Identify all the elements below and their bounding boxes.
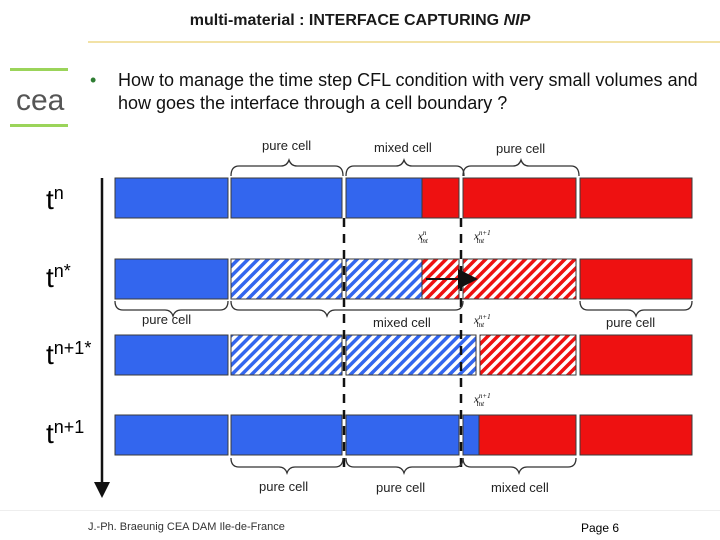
time-label-tn1star: tn+1* — [46, 338, 92, 370]
label-bot-pure-1: pure cell — [259, 479, 309, 494]
label-top-mixed: mixed cell — [374, 140, 432, 155]
x-int-n1-label-mid: xn+1int — [474, 313, 491, 329]
cell-4-tn1star — [479, 334, 577, 376]
cell-1-tn1 — [114, 414, 229, 456]
cell-3-blue-tnstar — [345, 258, 423, 300]
cell-3-tn1star — [345, 334, 477, 376]
cell-4-blue-tn1 — [462, 414, 480, 456]
row-tn1 — [114, 414, 693, 456]
page-title: multi-material : INTERFACE CAPTURING NIP — [189, 12, 531, 29]
label-top-pure-1: pure cell — [262, 138, 312, 153]
x-int-n1-label-bot: xn+1int — [474, 392, 491, 408]
footer-author: J.-Ph. Braeunig CEA DAM Ile-de-France — [88, 521, 285, 533]
time-label-tnstar: tn* — [46, 261, 71, 293]
cell-3-blue-tn — [345, 177, 423, 219]
time-label-tn1: tn+1 — [46, 417, 85, 449]
cell-5-tn1 — [579, 414, 693, 456]
label-bot-mixed: mixed cell — [491, 480, 549, 495]
page-number: Page 6 — [581, 521, 620, 535]
cell-3-red-tn — [421, 177, 460, 219]
cell-1-tnstar — [114, 258, 229, 300]
cell-2-tnstar — [230, 258, 343, 300]
cell-4-tnstar — [462, 258, 577, 300]
title-divider — [88, 41, 720, 43]
row-tn — [114, 177, 693, 219]
label-mid-mixed: mixed cell — [373, 315, 431, 330]
bullet-marker: • — [90, 70, 97, 90]
time-axis-arrowhead — [94, 482, 110, 498]
cell-1-tn — [114, 177, 229, 219]
label-bot-pure-2: pure cell — [376, 480, 426, 495]
cea-logo: cea — [10, 68, 68, 127]
x-int-n-label: xnint — [418, 229, 428, 245]
cell-4-tn — [462, 177, 577, 219]
cell-2-tn — [230, 177, 343, 219]
cell-5-tn1star — [579, 334, 693, 376]
time-label-tn: tn — [46, 183, 64, 215]
x-int-n1-label-top: xn+1int — [474, 229, 491, 245]
cell-2-tn1star — [230, 334, 343, 376]
label-mid-pure-1: pure cell — [142, 312, 192, 327]
bullet-text: How to manage the time step CFL conditio… — [118, 70, 698, 113]
brace-group-bottom — [230, 457, 577, 476]
cell-3-tn1 — [345, 414, 460, 456]
cell-1-tn1star — [114, 334, 229, 376]
cell-4-red-tn1 — [478, 414, 577, 456]
row-tnstar — [114, 258, 693, 300]
cell-5-tn — [579, 177, 693, 219]
cell-2-tn1 — [230, 414, 343, 456]
label-top-pure-2: pure cell — [496, 141, 546, 156]
row-tn1star — [114, 334, 693, 376]
label-mid-pure-2: pure cell — [606, 315, 656, 330]
footer-divider — [0, 510, 720, 511]
brace-group-middle — [114, 300, 693, 319]
cell-5-tnstar — [579, 258, 693, 300]
brace-group-top — [230, 157, 580, 177]
svg-text:cea: cea — [16, 84, 65, 117]
